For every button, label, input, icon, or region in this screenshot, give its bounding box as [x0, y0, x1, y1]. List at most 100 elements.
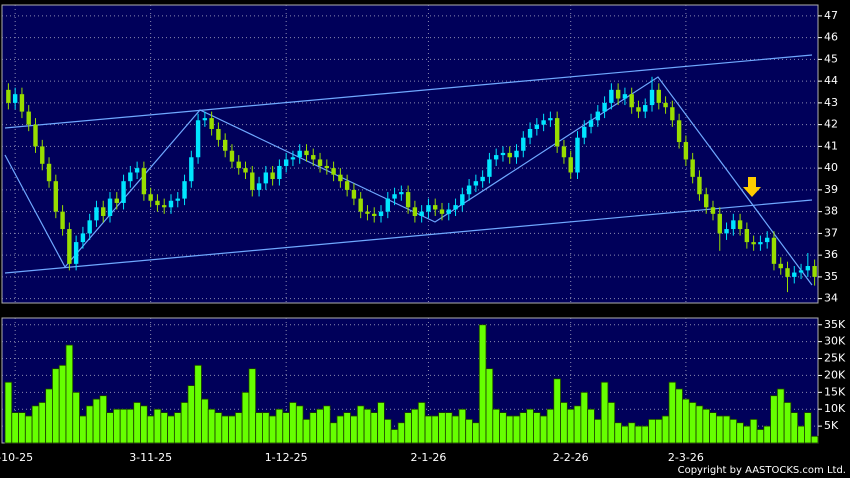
- volume-bar: [627, 422, 636, 444]
- y2-tick-label: 30K: [824, 335, 846, 348]
- volume-bar: [92, 398, 101, 444]
- candle-body: [764, 237, 770, 243]
- volume-bar: [329, 422, 338, 444]
- candle-body: [805, 266, 811, 271]
- candle-body: [453, 205, 458, 210]
- y-tick-label: 43: [824, 96, 838, 109]
- volume-bar: [804, 412, 812, 444]
- volume-bar: [31, 405, 40, 444]
- candle-body: [507, 152, 512, 158]
- candle-body: [290, 157, 296, 160]
- candle-body: [80, 233, 86, 243]
- volume-bar: [594, 418, 602, 444]
- volume-bar: [350, 415, 358, 444]
- candle-body: [710, 207, 716, 214]
- volume-bar: [65, 344, 74, 444]
- volume-bar: [607, 402, 616, 444]
- candle-body: [243, 168, 248, 173]
- candle-body: [270, 172, 275, 180]
- candle-body: [101, 207, 106, 216]
- candle-body: [73, 242, 79, 264]
- y2-tick-label: 35K: [824, 318, 846, 331]
- volume-bar: [383, 418, 392, 444]
- volume-bar: [533, 412, 541, 444]
- volume-bar: [729, 418, 738, 444]
- volume-bar: [201, 398, 209, 444]
- volume-bar: [79, 415, 87, 444]
- candle-body: [588, 120, 594, 127]
- candles: [4, 76, 819, 444]
- volume-bar: [58, 364, 67, 444]
- x-tick-label: -10-25: [0, 451, 33, 464]
- price-panel: [1, 4, 819, 304]
- volume-bar: [641, 425, 650, 444]
- volume-bar: [106, 412, 114, 444]
- volume-bar: [167, 415, 175, 444]
- candle-body: [758, 242, 763, 245]
- volume-bar: [790, 412, 799, 444]
- candle-body: [87, 220, 92, 234]
- volume-bar: [560, 402, 568, 444]
- x-tick-label: 1-12-25: [265, 451, 308, 464]
- volume-bar: [194, 364, 202, 444]
- candle-body: [785, 268, 790, 277]
- candle-body: [195, 120, 201, 158]
- volume-bar: [736, 422, 744, 444]
- y-tick-label: 36: [824, 248, 838, 261]
- candle-body: [426, 205, 431, 212]
- candle-body: [33, 124, 38, 147]
- candle-body: [575, 137, 580, 173]
- candle-body: [419, 211, 424, 216]
- candle-body: [676, 120, 682, 143]
- candle-body: [162, 205, 167, 208]
- candle-body: [372, 213, 377, 216]
- volume-bar: [316, 408, 324, 444]
- volume-bar: [343, 412, 351, 444]
- volume-bar: [580, 391, 589, 444]
- volume-bar: [248, 368, 257, 444]
- volume-bar: [140, 405, 148, 444]
- y2-tick-label: 15K: [824, 385, 846, 398]
- trend-lines: [4, 54, 813, 286]
- volume-bar: [695, 405, 704, 444]
- candle-body: [40, 146, 45, 164]
- candle-body: [297, 150, 302, 158]
- volume-bar: [234, 412, 243, 444]
- candle-body: [182, 181, 187, 199]
- candle-body: [534, 124, 540, 129]
- volume-bar: [214, 412, 223, 444]
- candle-body: [324, 165, 330, 169]
- y-tick-label: 40: [824, 161, 838, 174]
- volume-bar: [126, 408, 135, 444]
- volume-bar: [282, 412, 290, 444]
- candle-body: [439, 209, 445, 214]
- candle-body: [283, 159, 289, 166]
- volume-bar: [4, 381, 13, 444]
- volume-bar: [688, 402, 697, 444]
- candle-body: [385, 198, 390, 212]
- candle-body: [568, 157, 573, 173]
- volume-bar: [648, 418, 656, 444]
- candle-body: [812, 266, 817, 277]
- volume-bar: [458, 408, 467, 444]
- volume-bar: [770, 395, 778, 444]
- candle-body: [602, 102, 607, 112]
- x-tick-label: 2-1-26: [410, 451, 446, 464]
- volume-bar: [749, 418, 758, 444]
- x-tick-label: 2-3-26: [668, 451, 704, 464]
- candle-body: [94, 207, 99, 221]
- lower-channel: [4, 199, 813, 274]
- candle-body: [189, 157, 194, 182]
- volume-bar: [539, 415, 548, 444]
- candle-body: [121, 181, 126, 203]
- volume-bar: [614, 422, 622, 444]
- volume-bar: [187, 385, 196, 444]
- candle-body: [209, 118, 214, 129]
- candle-body: [6, 89, 11, 103]
- volume-bar: [377, 402, 385, 444]
- volume-bar: [566, 408, 575, 444]
- y-tick-label: 37: [824, 226, 838, 239]
- volume-bar: [600, 381, 609, 444]
- candle-body: [541, 120, 546, 125]
